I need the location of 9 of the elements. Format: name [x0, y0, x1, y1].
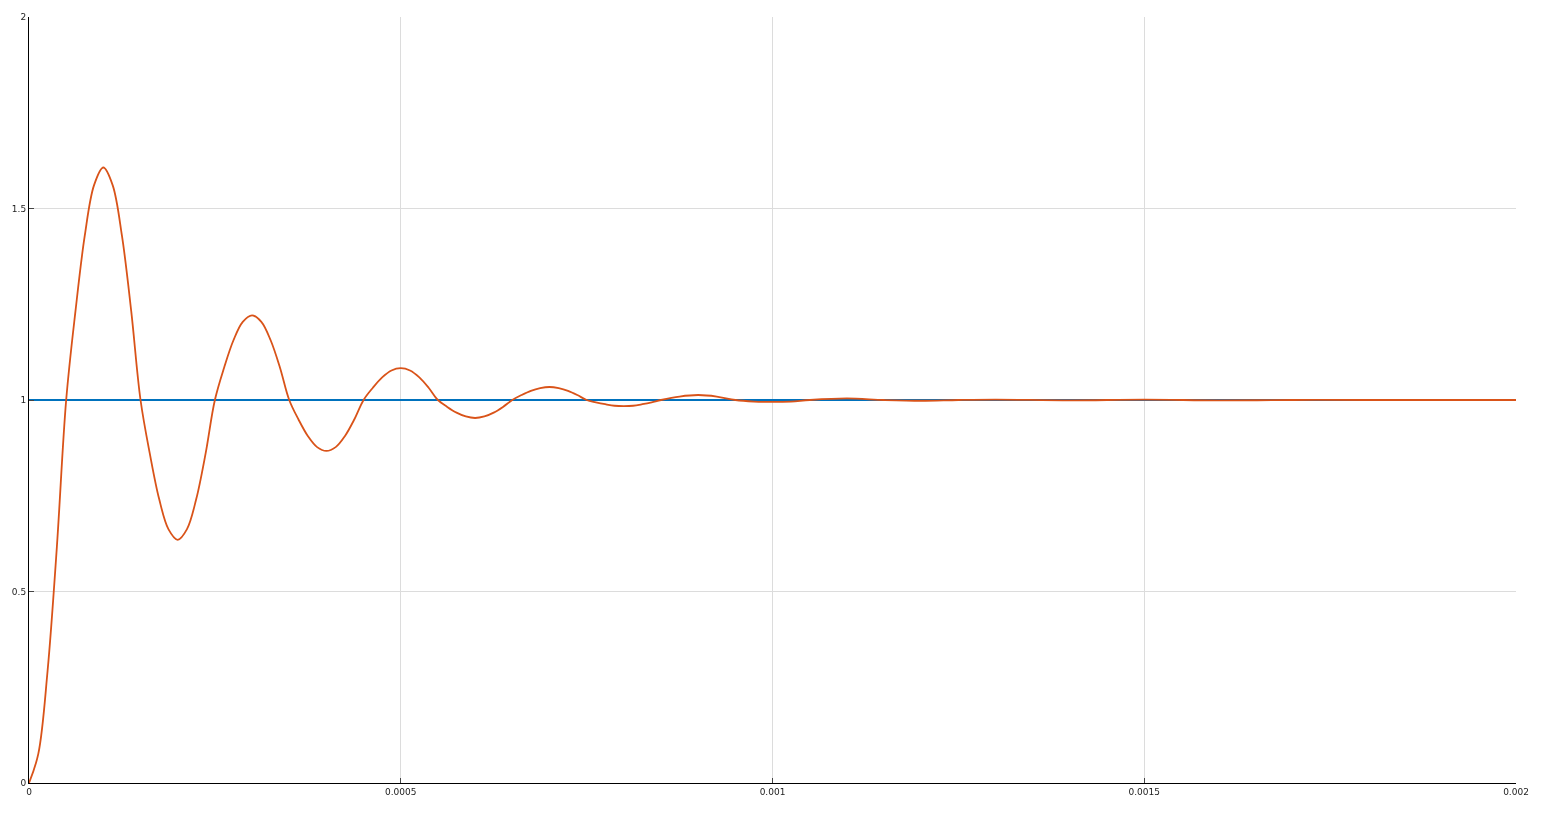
x-tick-label: 0.001: [759, 786, 786, 797]
y-tick-label: 0.5: [11, 586, 27, 597]
y-tick-label: 2: [20, 12, 27, 23]
x-tick-label: 0.0005: [385, 786, 417, 797]
y-tick-label: 0: [20, 778, 27, 789]
y-tick-label: 1.5: [11, 203, 27, 214]
y-tick-label: 1: [20, 395, 27, 406]
x-tick-label: 0.0015: [1128, 786, 1160, 797]
x-tick-label: 0.002: [1503, 786, 1529, 797]
